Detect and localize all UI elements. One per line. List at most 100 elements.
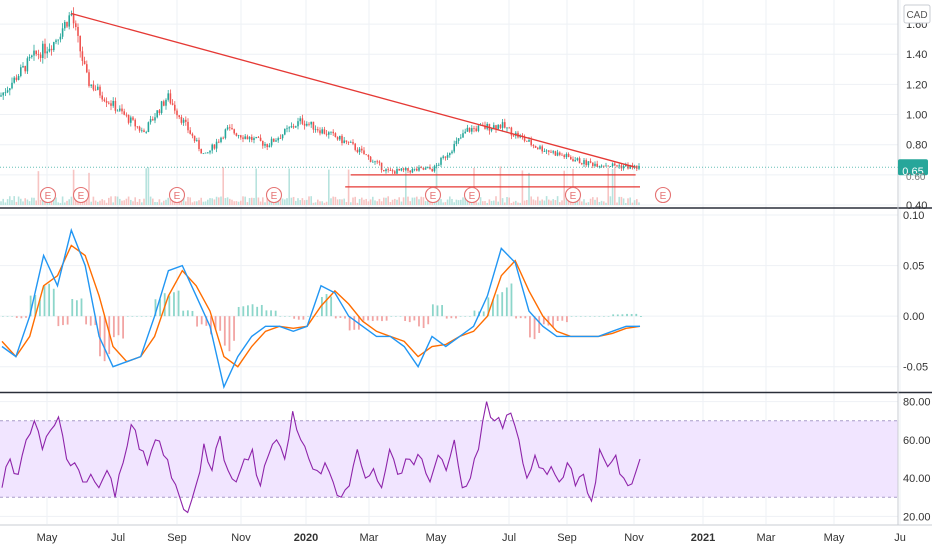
volume-bar xyxy=(224,198,227,205)
macd-histogram-bar xyxy=(159,299,161,317)
volume-bar xyxy=(499,166,502,205)
volume-bar xyxy=(44,201,46,205)
price-candle xyxy=(163,101,165,106)
macd-histogram-bar xyxy=(589,316,591,317)
price-candle xyxy=(92,84,95,90)
macd-histogram-bar xyxy=(311,316,314,317)
macd-histogram-bar xyxy=(6,316,9,317)
earnings-marker-label: E xyxy=(45,191,52,202)
volume-bar xyxy=(171,199,174,205)
rsi-panel[interactable] xyxy=(1,401,641,514)
price-candle xyxy=(145,132,147,133)
price-candle xyxy=(501,122,504,128)
volume-bar xyxy=(578,198,581,205)
time-axis-label: Sep xyxy=(557,532,577,544)
volume-bar xyxy=(88,172,90,205)
volume-bar xyxy=(136,201,139,205)
macd-histogram-bar xyxy=(450,316,453,319)
time-axis[interactable]: May Jul Sep Nov 2020 Mar May Jul Sep Nov 2021 Mar Ma… xyxy=(37,532,906,544)
macd-histogram-bar xyxy=(344,316,346,319)
macd-histogram-bar xyxy=(348,316,351,331)
currency-badge[interactable]: CAD xyxy=(903,4,931,24)
macd-histogram-bar xyxy=(265,310,268,317)
price-candle xyxy=(233,129,235,134)
volume-bar xyxy=(576,199,579,205)
price-candle xyxy=(209,150,211,153)
price-axis[interactable]: 1.601.401.201.000.800.400.100.050.00-0.0… xyxy=(903,19,931,523)
macd-histogram-bar xyxy=(200,316,203,325)
volume-bar xyxy=(222,167,224,205)
volume-bar xyxy=(202,201,205,205)
volume-bar xyxy=(42,198,44,205)
volume-bar xyxy=(55,197,57,205)
macd-histogram-bar xyxy=(293,316,296,319)
trendlines[interactable] xyxy=(0,12,898,188)
macd-histogram-bar xyxy=(418,316,420,327)
price-candle xyxy=(97,86,99,90)
volume-bar xyxy=(121,200,123,205)
time-axis-label: May xyxy=(426,532,447,544)
volume-bar xyxy=(176,202,178,205)
price-candle xyxy=(295,126,297,128)
price-candle xyxy=(574,160,576,162)
price-candle xyxy=(193,135,196,141)
volume-bar xyxy=(301,198,304,205)
price-candle xyxy=(497,124,499,130)
price-candle xyxy=(99,86,101,96)
price-candle xyxy=(504,122,506,128)
rsi-axis-label: 80.00 xyxy=(903,397,931,409)
price-candle xyxy=(4,92,7,94)
volume-bar xyxy=(15,201,18,205)
previous-level-value: 0.60 xyxy=(906,172,926,183)
volume-bar xyxy=(363,199,365,205)
volume-bar xyxy=(97,201,99,205)
price-candle xyxy=(592,162,594,166)
volume-bar xyxy=(350,202,352,205)
volume-bar xyxy=(310,196,312,205)
price-candle xyxy=(596,163,598,167)
macd-line xyxy=(1,227,640,390)
macd-panel[interactable] xyxy=(1,227,642,390)
price-candle xyxy=(605,165,607,167)
price-candle xyxy=(418,167,420,171)
volume-bar xyxy=(20,198,22,205)
volume-bar xyxy=(567,199,570,205)
macd-histogram-bar xyxy=(371,316,374,322)
volume-bar xyxy=(512,201,515,205)
panel-separators[interactable] xyxy=(0,0,932,526)
price-candle xyxy=(493,125,495,129)
price-candle xyxy=(237,135,240,137)
volume-bar xyxy=(354,196,356,205)
volume-bar xyxy=(244,196,246,205)
time-axis-label: Jul xyxy=(111,532,125,544)
price-candle xyxy=(152,119,154,121)
volume-bar xyxy=(325,201,328,205)
volume-bar xyxy=(418,199,420,205)
price-candle xyxy=(332,131,334,134)
price-candle xyxy=(262,140,264,146)
price-candle xyxy=(341,135,343,144)
price-candle xyxy=(9,88,11,91)
macd-histogram-bar xyxy=(496,294,499,317)
price-axis-label: 1.20 xyxy=(906,79,927,91)
macd-histogram-bar xyxy=(612,314,615,317)
price-candles[interactable] xyxy=(0,7,640,174)
price-candle xyxy=(471,128,473,132)
volume-bar xyxy=(292,196,295,205)
price-candle xyxy=(394,171,396,174)
macd-histogram-bar xyxy=(173,292,175,317)
price-candle xyxy=(528,139,530,142)
macd-histogram-bar xyxy=(603,316,605,317)
volume-bar xyxy=(422,197,425,205)
macd-histogram-bar xyxy=(307,316,309,317)
volume-bar xyxy=(385,197,387,205)
price-candle xyxy=(350,142,352,143)
macd-histogram-bar xyxy=(247,305,249,317)
volume-bar xyxy=(424,201,427,205)
volume-bar xyxy=(231,199,233,205)
price-candle xyxy=(550,151,552,153)
volume-bar xyxy=(66,200,68,205)
price-candle xyxy=(110,103,112,106)
